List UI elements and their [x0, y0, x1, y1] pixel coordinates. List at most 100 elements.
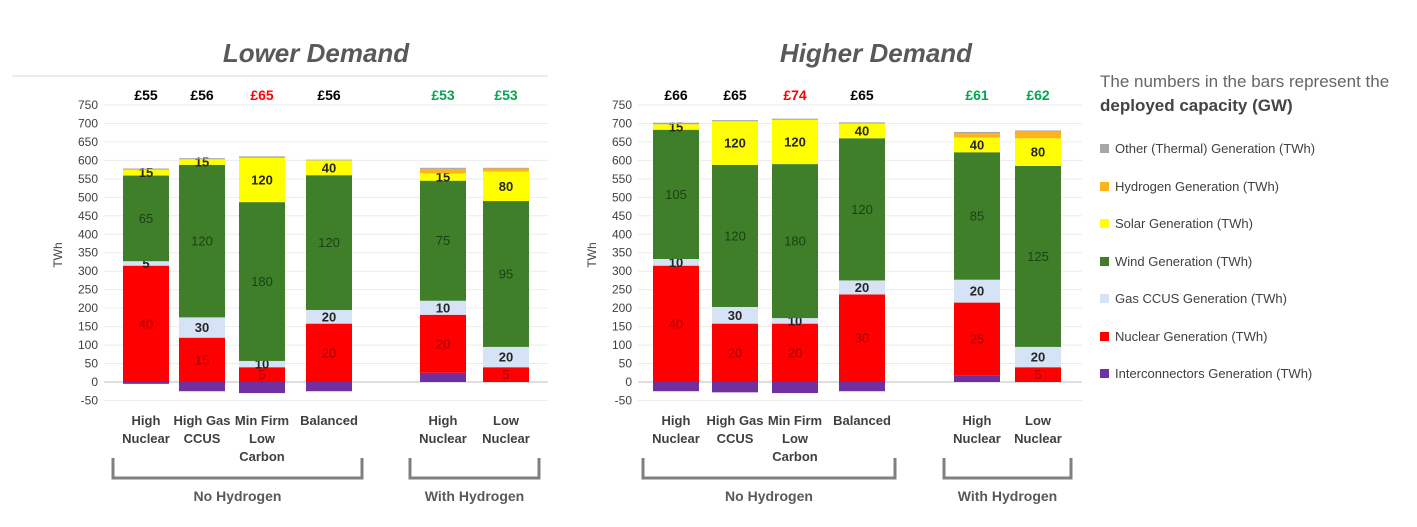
- capacity-label-nuclear: 20: [436, 336, 450, 351]
- capacity-label-solar: 40: [855, 123, 869, 138]
- bar-segment-wind: [954, 152, 1000, 280]
- legend-note-bold: deployed capacity (GW): [1100, 96, 1293, 115]
- y-tick-label: 550: [612, 172, 632, 186]
- bar-segment-wind: [712, 164, 758, 308]
- y-tick-label: 350: [612, 246, 632, 260]
- y-tick-label: 100: [612, 338, 632, 352]
- bar-segment-gas: [420, 300, 466, 315]
- capacity-label-solar: 80: [1031, 145, 1045, 160]
- capacity-label-solar: 40: [322, 160, 336, 175]
- x-tick-label: High: [662, 413, 691, 428]
- bar-segment-solar: [306, 160, 352, 176]
- y-tick-label: 100: [78, 338, 98, 352]
- capacity-label-solar: 120: [784, 134, 806, 149]
- bar-segment-solar: [420, 173, 466, 181]
- bar-segment-solar: [179, 159, 225, 165]
- bar-segment-nuclear: [1015, 367, 1061, 382]
- bar-segment-solar: [1015, 138, 1061, 166]
- bar-segment-solar: [839, 123, 885, 139]
- capacity-label-wind: 65: [139, 211, 153, 226]
- bar-segment-solar: [123, 169, 169, 176]
- legend-label: Solar Generation (TWh): [1115, 216, 1253, 232]
- y-tick-label: 50: [619, 357, 633, 371]
- bar-segment-interconnectors: [954, 375, 1000, 382]
- bar-segment-nuclear: [839, 294, 885, 382]
- legend: The numbers in the bars represent the de…: [1100, 70, 1400, 393]
- cost-label: £74: [783, 87, 807, 103]
- capacity-label-solar: 40: [970, 137, 984, 152]
- legend-note: The numbers in the bars represent the de…: [1100, 70, 1400, 118]
- bar-segment-hydrogen: [483, 168, 529, 172]
- x-tick-label: Low: [493, 413, 520, 428]
- bar-segment-other: [179, 158, 225, 160]
- group-label: No Hydrogen: [194, 488, 282, 504]
- x-tick-label: Carbon: [239, 449, 285, 464]
- bar-segment-solar: [239, 157, 285, 203]
- capacity-label-wind: 120: [191, 234, 213, 249]
- capacity-label-wind: 180: [251, 274, 273, 289]
- bar-segment-solar: [772, 119, 818, 165]
- bar-segment-other: [306, 159, 352, 161]
- y-tick-label: 600: [612, 153, 632, 167]
- legend-label: Wind Generation (TWh): [1115, 253, 1253, 269]
- x-tick-label: High Gas: [706, 413, 763, 428]
- bar-segment-interconnectors: [239, 382, 285, 394]
- bar-segment-hydrogen: [1015, 131, 1061, 139]
- bar-segment-other: [954, 131, 1000, 134]
- y-tick-label: 600: [78, 153, 98, 167]
- bar-segment-gas: [123, 261, 169, 266]
- legend-label: Other (Thermal) Generation (TWh): [1115, 141, 1316, 157]
- bar-segment-other: [239, 156, 285, 158]
- bar-segment-other: [1015, 130, 1061, 132]
- y-axis-title: TWh: [585, 242, 599, 267]
- capacity-label-wind: 120: [318, 235, 340, 250]
- bar-segment-other: [653, 122, 699, 125]
- bar-segment-interconnectors: [306, 382, 352, 392]
- x-tick-label: CCUS: [717, 431, 754, 446]
- bar-segment-solar: [712, 121, 758, 165]
- x-tick-label: Min Firm: [235, 413, 289, 428]
- x-tick-label: Nuclear: [482, 431, 530, 446]
- x-tick-label: High: [963, 413, 992, 428]
- bar-segment-interconnectors: [179, 382, 225, 392]
- y-tick-label: 450: [612, 209, 632, 223]
- y-tick-label: 400: [612, 227, 632, 241]
- y-axis-title: TWh: [51, 242, 65, 267]
- cost-label: £62: [1026, 87, 1050, 103]
- y-tick-label: 150: [612, 320, 632, 334]
- legend-label: Interconnectors Generation (TWh): [1115, 366, 1313, 382]
- legend-swatch: [1100, 219, 1109, 229]
- capacity-label-nuclear: 5: [502, 367, 509, 382]
- legend-swatch: [1100, 331, 1109, 341]
- x-tick-label: CCUS: [184, 431, 221, 446]
- y-tick-label: 300: [612, 264, 632, 278]
- bar-segment-hydrogen: [954, 133, 1000, 138]
- capacity-label-wind: 75: [436, 233, 450, 248]
- group-label: No Hydrogen: [725, 488, 813, 504]
- y-tick-label: 450: [78, 209, 98, 223]
- y-tick-label: 250: [612, 283, 632, 297]
- y-tick-label: 200: [78, 301, 98, 315]
- cost-label: £53: [494, 87, 518, 103]
- bar-segment-other: [839, 122, 885, 124]
- bar-segment-nuclear: [420, 314, 466, 373]
- bar-segment-gas: [1015, 346, 1061, 368]
- capacity-label-solar: 120: [724, 136, 746, 151]
- bar-segment-other: [483, 167, 529, 169]
- x-tick-label: Low: [782, 431, 809, 446]
- y-tick-label: 550: [78, 172, 98, 186]
- group-label: With Hydrogen: [958, 488, 1057, 504]
- cost-label: £61: [965, 87, 989, 103]
- bar-segment-wind: [1015, 165, 1061, 347]
- y-tick-label: 400: [78, 227, 98, 241]
- bar-segment-interconnectors: [123, 382, 169, 384]
- capacity-label-gas: 30: [728, 308, 742, 323]
- legend-item-other: Other (Thermal) Generation (TWh): [1100, 130, 1400, 168]
- legend-item-gas: Gas CCUS Generation (TWh): [1100, 280, 1400, 318]
- bar-segment-gas: [839, 280, 885, 295]
- bar-segment-nuclear: [712, 323, 758, 382]
- y-tick-label: 200: [612, 301, 632, 315]
- capacity-label-nuclear: 30: [855, 331, 869, 346]
- capacity-label-wind: 180: [784, 234, 806, 249]
